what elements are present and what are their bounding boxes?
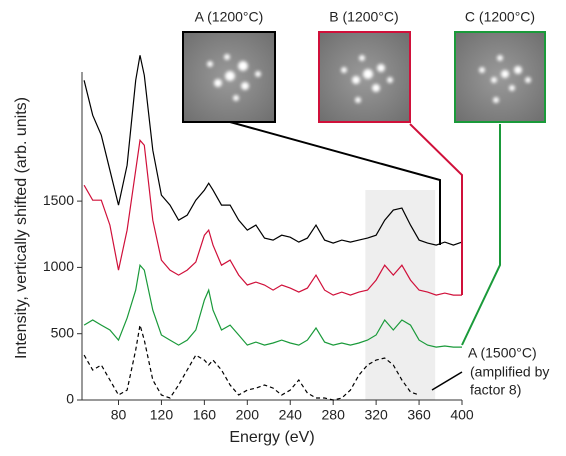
legend-label: C (1200°C) [465,9,535,25]
x-tick-label: 400 [450,407,474,423]
y-tick-label: 500 [51,324,75,340]
x-tick-label: 200 [236,407,260,423]
x-tick-label: 320 [364,407,388,423]
legend-label: A (1500°C) [468,345,537,361]
x-tick-label: 120 [150,407,174,423]
series-line [83,55,463,246]
connector [229,121,441,245]
connector [431,371,463,391]
leed-image [182,31,276,123]
y-tick-label: 1500 [43,192,74,208]
legend-label: B (1200°C) [329,9,398,25]
connector [409,123,463,295]
x-tick-label: 360 [407,407,431,423]
leed-image [318,31,411,123]
x-tick-label: 280 [322,407,346,423]
series-line [83,324,420,401]
annotation: factor 8) [470,382,521,398]
legend-label: A (1200°C) [195,9,264,25]
y-tick-label: 0 [66,391,74,407]
connector [461,124,501,346]
x-tick-label: 240 [279,407,303,423]
x-tick-label: 160 [193,407,217,423]
x-axis-label: Energy (eV) [229,429,314,446]
annotation: (amplified by [470,364,549,380]
y-tick-label: 1000 [43,258,74,274]
shaded-region [365,190,436,400]
leed-image [454,31,546,123]
y-axis-label: Intensity, vertically shifted (arb. unit… [13,97,30,359]
series-line [83,138,462,296]
x-tick-label: 80 [111,407,127,423]
series-line [83,263,462,348]
